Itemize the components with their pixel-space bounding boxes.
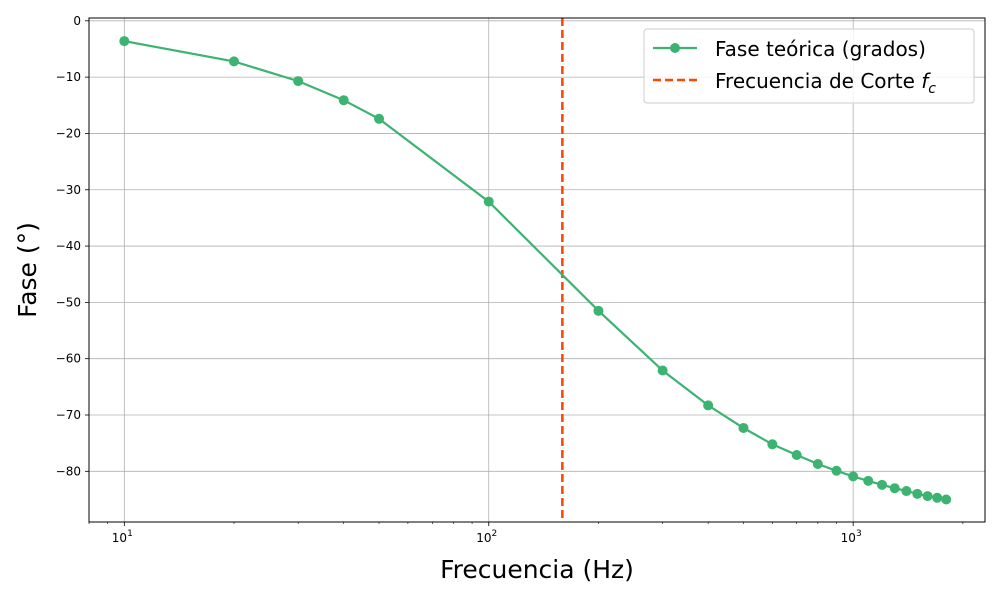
y-tick-label: −20 bbox=[56, 126, 81, 140]
data-point bbox=[374, 113, 385, 124]
data-point bbox=[932, 492, 943, 503]
y-tick-label: −60 bbox=[56, 352, 81, 366]
data-point bbox=[229, 56, 240, 67]
legend-label-cutoff: Frecuencia de Corte fc bbox=[715, 69, 936, 97]
data-point bbox=[901, 486, 912, 497]
legend-label-phase: Fase teórica (grados) bbox=[715, 37, 926, 61]
legend-marker-phase bbox=[670, 43, 680, 53]
data-point bbox=[767, 439, 778, 450]
data-point bbox=[293, 76, 304, 87]
y-tick-label: −50 bbox=[56, 295, 81, 309]
y-tick-label: −30 bbox=[56, 183, 81, 197]
data-point bbox=[912, 488, 923, 499]
x-tick-label: 102 bbox=[476, 529, 497, 545]
data-point bbox=[922, 491, 933, 502]
data-point bbox=[812, 458, 823, 469]
legend: Fase teórica (grados) Frecuencia de Cort… bbox=[643, 28, 975, 104]
grid-lines bbox=[89, 18, 985, 522]
data-point bbox=[119, 36, 130, 47]
data-point bbox=[483, 196, 494, 207]
data-point bbox=[831, 465, 842, 476]
y-axis-label: Fase (°) bbox=[13, 222, 42, 318]
data-point bbox=[657, 365, 668, 376]
legend-label-cutoff-subscript: c bbox=[928, 81, 936, 97]
x-tick-label: 101 bbox=[112, 529, 133, 545]
data-point bbox=[863, 475, 874, 486]
y-tick-label: −70 bbox=[56, 408, 81, 422]
data-point bbox=[738, 422, 749, 433]
data-point bbox=[338, 95, 349, 106]
legend-box bbox=[643, 28, 975, 104]
axis-ticks: 0 −10 −20 −30 −40 −50 −60 −70 −80 101 102 103 bbox=[56, 14, 964, 545]
legend-label-cutoff-symbol: f bbox=[921, 69, 931, 93]
axes-frame bbox=[88, 17, 986, 523]
y-tick-label: −40 bbox=[56, 239, 81, 253]
plot-area bbox=[119, 18, 952, 522]
y-tick-label: 0 bbox=[73, 14, 81, 28]
x-tick-label: 103 bbox=[841, 529, 862, 545]
y-tick-label: −80 bbox=[56, 464, 81, 478]
legend-label-cutoff-text: Frecuencia de Corte bbox=[715, 69, 921, 93]
data-point bbox=[877, 479, 888, 490]
data-point bbox=[703, 400, 714, 411]
y-tick-label: −10 bbox=[56, 70, 81, 84]
data-point bbox=[848, 471, 859, 482]
data-point bbox=[791, 449, 802, 460]
data-point bbox=[593, 305, 604, 316]
x-axis-label: Frecuencia (Hz) bbox=[440, 555, 634, 584]
data-point bbox=[941, 494, 952, 505]
data-point bbox=[889, 483, 900, 494]
